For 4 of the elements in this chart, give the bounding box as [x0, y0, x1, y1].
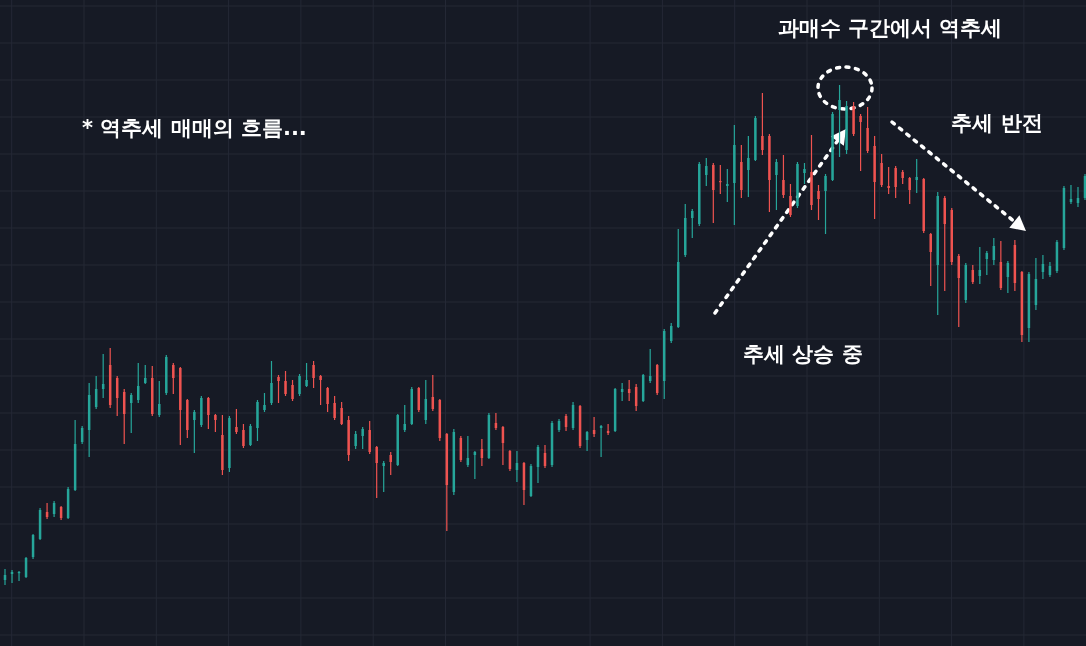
annotation: 추세 상승 중 [743, 342, 863, 366]
annotation: 과매수 구간에서 역추세 [777, 16, 1003, 40]
title: * 역추세 매매의 흐름... [82, 116, 307, 140]
annotation: 추세 반전 [951, 111, 1043, 135]
